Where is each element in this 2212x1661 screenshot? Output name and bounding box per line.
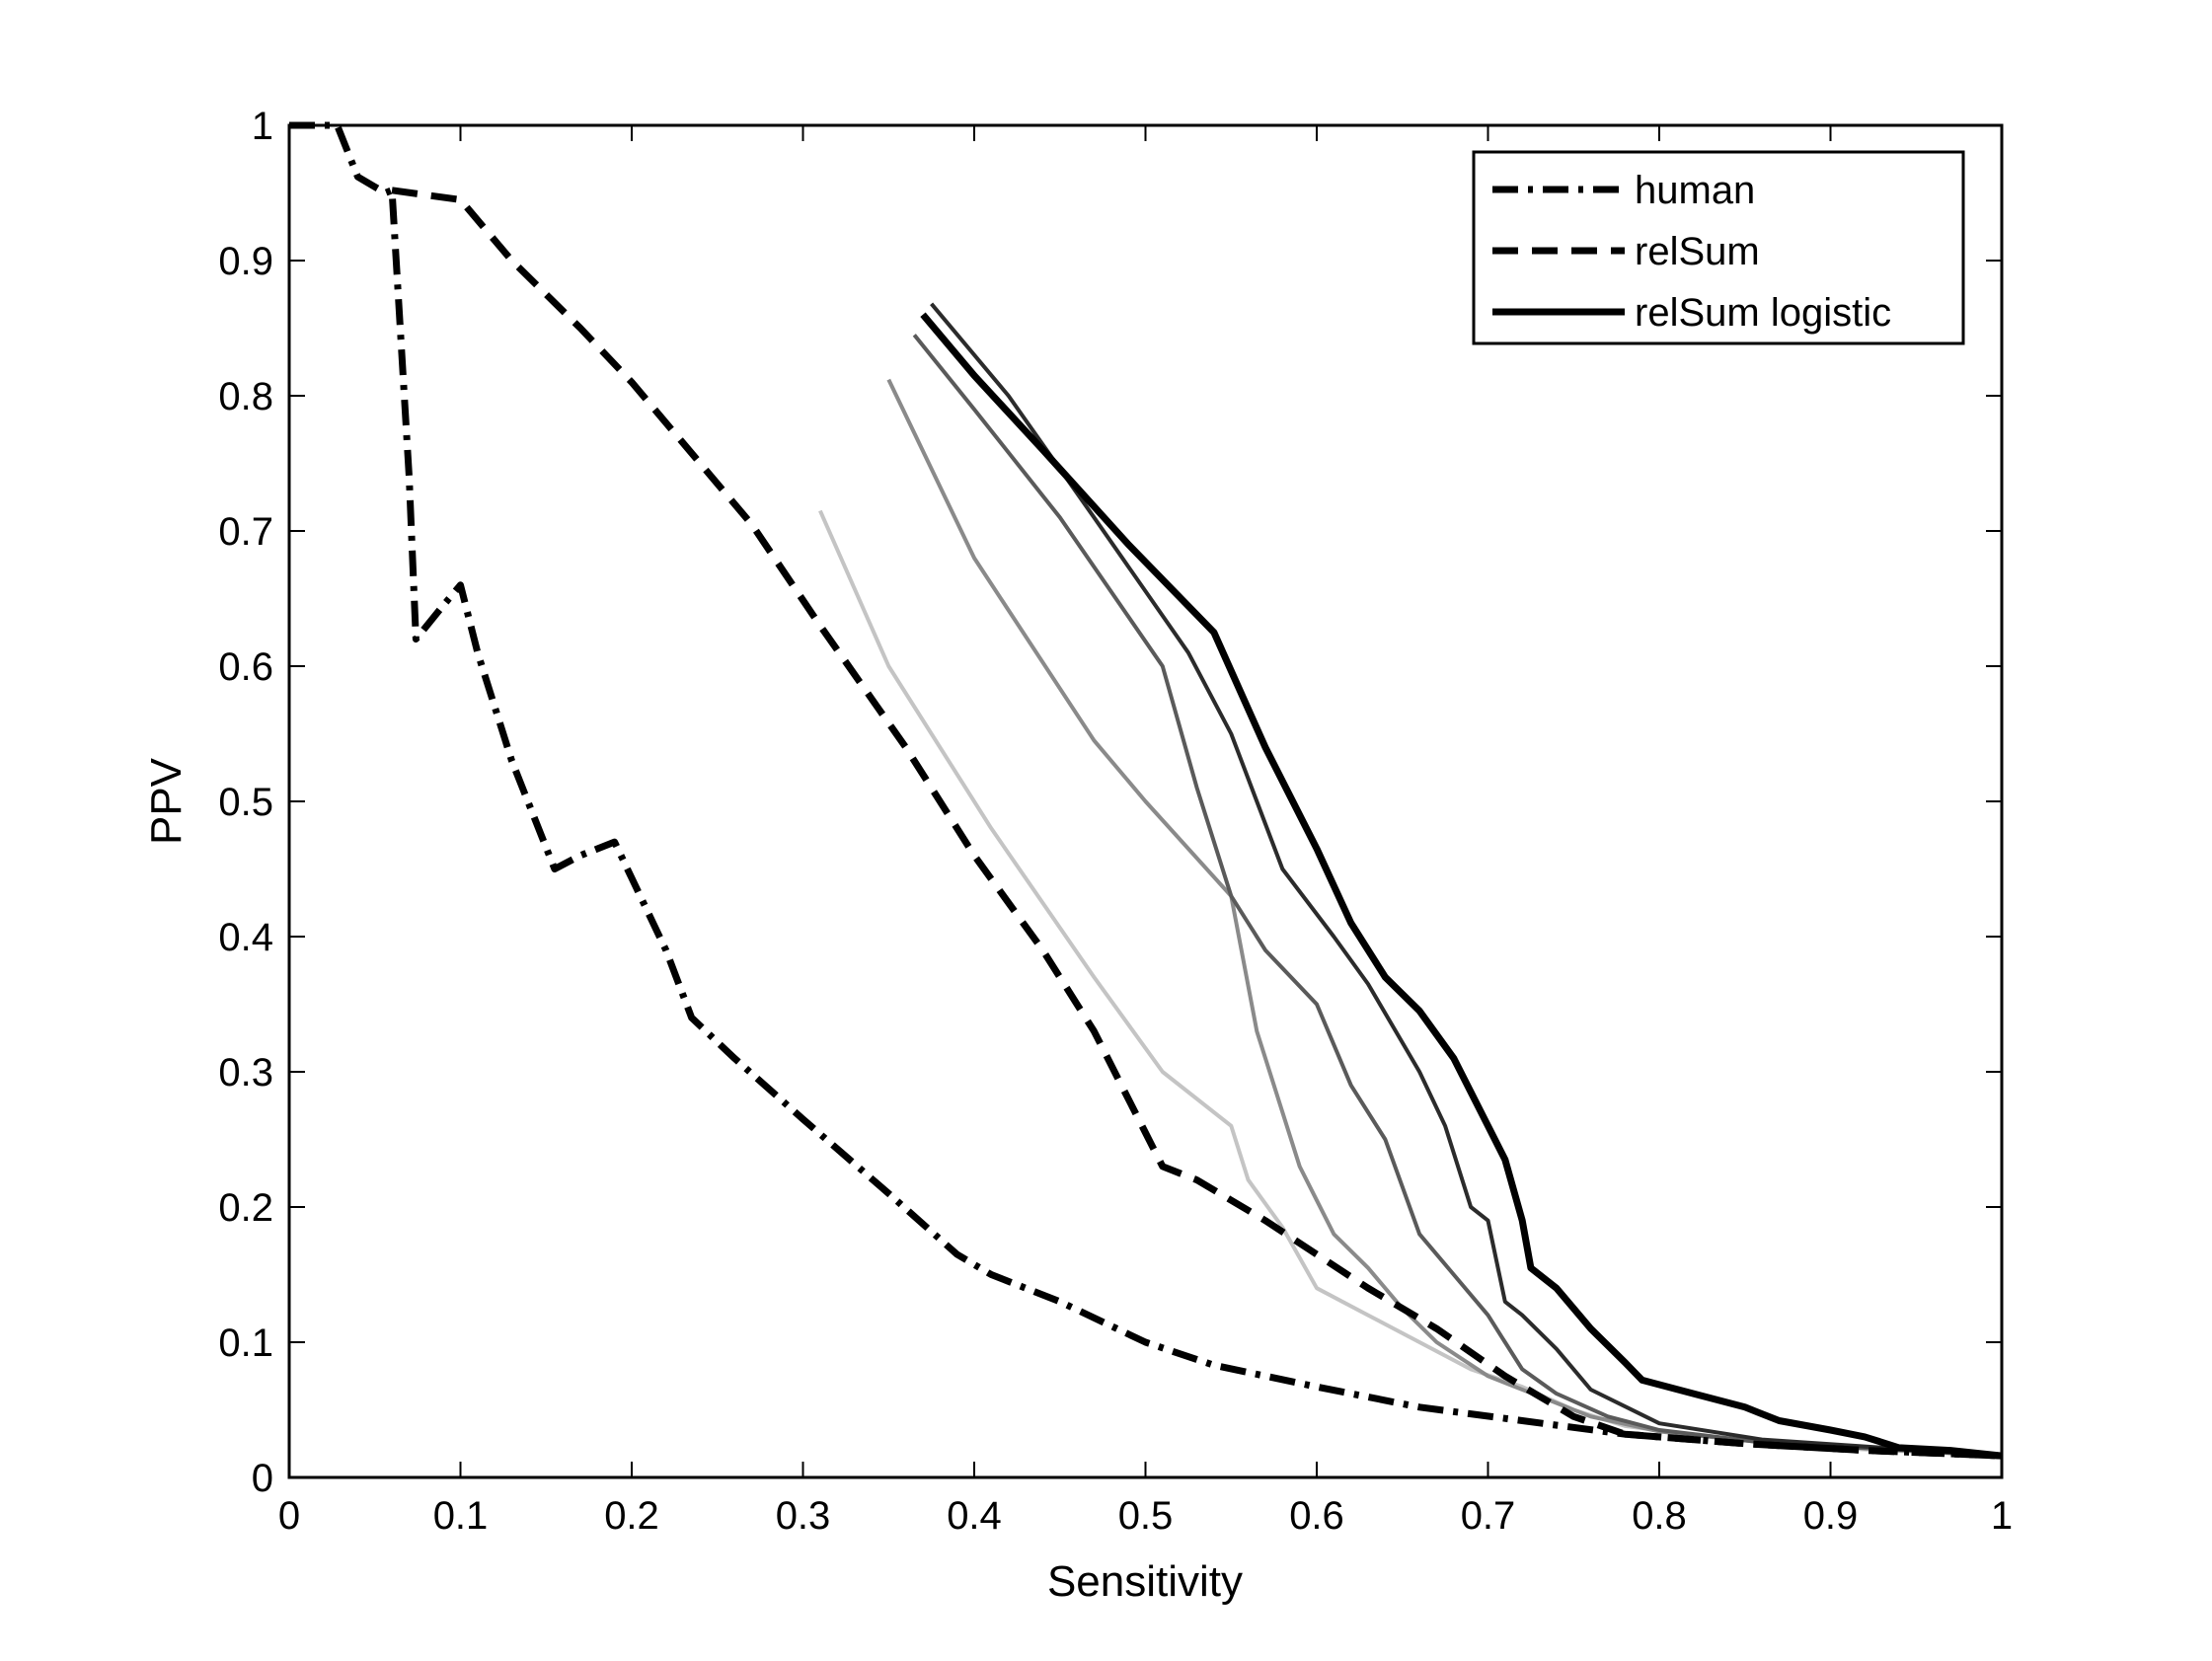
y-tick-label: 0.2 — [218, 1186, 273, 1230]
y-tick-label: 0.3 — [218, 1051, 273, 1095]
x-tick-label: 1 — [1991, 1494, 2013, 1538]
x-tick-label: 0.7 — [1461, 1494, 1516, 1538]
series-line-human — [289, 121, 2003, 1460]
y-tick-label: 0.4 — [218, 916, 273, 959]
x-tick-label: 0.3 — [776, 1494, 831, 1538]
x-tick-labels: 0 0.1 0.2 0.3 0.4 0.5 0.6 0.7 0.8 0.9 1 — [278, 1494, 2013, 1538]
x-tick-label: 0 — [278, 1494, 300, 1538]
y-tick-label: 0.9 — [218, 240, 273, 283]
x-tick-label: 0.6 — [1289, 1494, 1344, 1538]
series-layer — [289, 121, 2003, 1460]
x-axis-label: Sensitivity — [1047, 1557, 1243, 1606]
y-tick-label: 0.1 — [218, 1321, 273, 1365]
legend-label-relsum-logistic: relSum logistic — [1635, 291, 1891, 335]
x-tick-label: 0.8 — [1632, 1494, 1687, 1538]
y-axis-label: PPV — [142, 757, 191, 845]
y-tick-label: 0.6 — [218, 645, 273, 689]
y-tick-label: 0.7 — [218, 510, 273, 554]
x-tick-label: 0.9 — [1803, 1494, 1859, 1538]
x-tick-label: 0.2 — [604, 1494, 659, 1538]
series-line-unlabeled-5 — [886, 378, 2003, 1459]
series-line-unlabeled-4 — [912, 334, 2003, 1459]
y-tick-labels: 0 0.1 0.2 0.3 0.4 0.5 0.6 0.7 0.8 0.9 1 — [218, 105, 273, 1500]
x-tick-label: 0.4 — [947, 1494, 1002, 1538]
y-tick-label: 0 — [252, 1457, 273, 1500]
y-tick-label: 0.5 — [218, 781, 273, 824]
x-tick-label: 0.5 — [1118, 1494, 1174, 1538]
legend-label-relsum: relSum — [1635, 230, 1760, 273]
y-tick-label: 1 — [252, 105, 273, 148]
legend: human relSum relSum logistic — [1472, 150, 1965, 345]
series-line-unlabeled-3 — [930, 302, 2003, 1459]
series-line-relsum-logistic — [920, 312, 2003, 1460]
legend-label-human: human — [1635, 169, 1755, 212]
plot-frame — [287, 123, 2004, 1479]
y-tick-label: 0.8 — [218, 375, 273, 418]
series-line-relsum — [391, 187, 2003, 1460]
x-tick-label: 0.1 — [433, 1494, 489, 1538]
